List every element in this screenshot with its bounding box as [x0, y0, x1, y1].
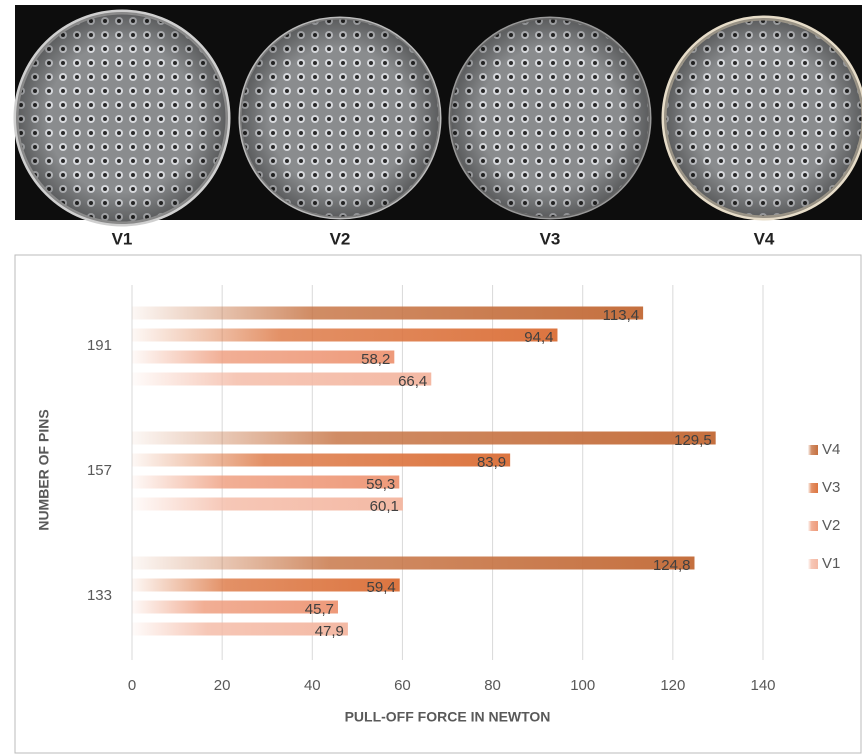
bar — [132, 373, 431, 386]
legend-swatch — [808, 483, 818, 493]
bar — [132, 476, 399, 489]
value-label: 47,9 — [315, 623, 344, 640]
x-tick-label: 80 — [484, 677, 501, 694]
bar — [132, 579, 400, 592]
value-label: 58,2 — [361, 351, 390, 368]
photo-label: V1 — [112, 229, 133, 248]
bar — [132, 329, 557, 342]
photo-label: V3 — [540, 229, 561, 248]
legend-label: V3 — [822, 479, 840, 496]
x-axis-title: PULL-OFF FORCE IN NEWTON — [345, 709, 551, 725]
x-tick-label: 100 — [570, 677, 595, 694]
value-label: 83,9 — [477, 454, 506, 471]
value-label: 129,5 — [674, 432, 712, 449]
photo-strip — [15, 5, 862, 224]
x-tick-label: 120 — [660, 677, 685, 694]
value-label: 66,4 — [398, 373, 427, 390]
x-tick-label: 60 — [394, 677, 411, 694]
bar — [132, 351, 394, 364]
legend-label: V4 — [822, 441, 840, 458]
y-tick-label: 157 — [87, 462, 112, 479]
value-label: 60,1 — [370, 498, 399, 515]
bar — [132, 557, 694, 570]
page: V1 V2 V3 V4 0 20 40 60 80 100 120 140 PULL-OFF FORCE… — [0, 0, 862, 754]
bar — [132, 454, 510, 467]
bar — [132, 307, 643, 320]
x-tick-label: 140 — [750, 677, 775, 694]
legend-label: V2 — [822, 517, 840, 534]
legend-label: V1 — [822, 555, 840, 572]
y-tick-label: 133 — [87, 587, 112, 604]
photo-label: V4 — [754, 229, 775, 248]
value-label: 45,7 — [305, 601, 334, 618]
legend-swatch — [808, 559, 818, 569]
x-tick-label: 40 — [304, 677, 321, 694]
value-label: 124,8 — [653, 557, 691, 574]
x-tick-label: 20 — [214, 677, 231, 694]
value-label: 94,4 — [524, 329, 553, 346]
x-tick-label: 0 — [128, 677, 136, 694]
value-label: 59,3 — [366, 476, 395, 493]
legend-swatch — [808, 521, 818, 531]
legend-swatch — [808, 445, 818, 455]
bar — [132, 432, 716, 445]
y-axis-title: NUMBER OF PINS — [36, 409, 52, 530]
value-label: 113,4 — [603, 307, 639, 324]
value-label: 59,4 — [367, 579, 396, 596]
y-tick-label: 191 — [87, 337, 112, 354]
photo-label: V2 — [330, 229, 351, 248]
bar — [132, 498, 403, 511]
